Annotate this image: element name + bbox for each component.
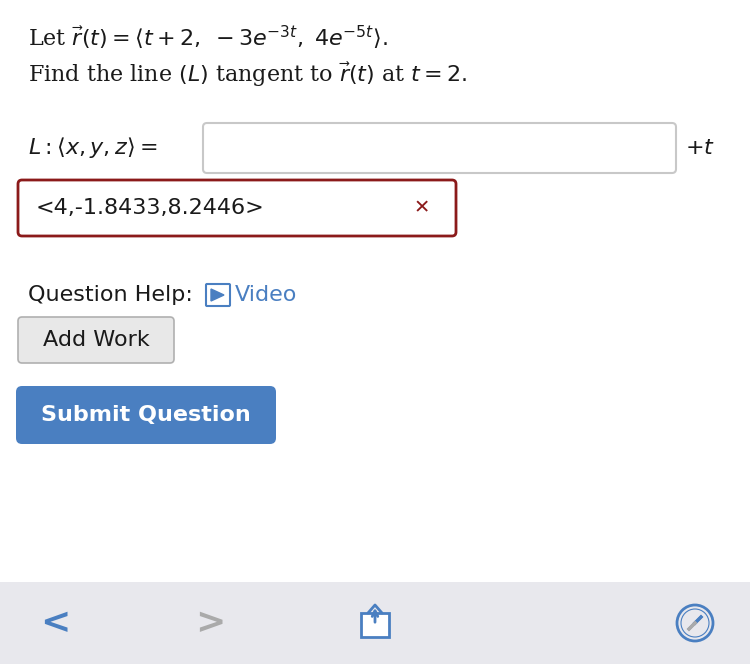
Text: <4,-1.8433,8.2446>: <4,-1.8433,8.2446> bbox=[36, 198, 265, 218]
Text: Submit Question: Submit Question bbox=[41, 405, 251, 425]
FancyBboxPatch shape bbox=[16, 386, 276, 444]
Text: $L:\langle x, y, z\rangle =$: $L:\langle x, y, z\rangle =$ bbox=[28, 135, 158, 161]
Text: Find the line $(L)$ tangent to $\vec{r}(t)$ at $t = 2.$: Find the line $(L)$ tangent to $\vec{r}(… bbox=[28, 61, 467, 89]
FancyBboxPatch shape bbox=[18, 317, 174, 363]
FancyBboxPatch shape bbox=[206, 284, 230, 306]
Text: <: < bbox=[40, 606, 70, 640]
FancyBboxPatch shape bbox=[18, 180, 456, 236]
Text: Video: Video bbox=[235, 285, 297, 305]
Text: Let $\vec{r}(t) = \langle t + 2,\; -3e^{-3t},\; 4e^{-5t}\rangle.$: Let $\vec{r}(t) = \langle t + 2,\; -3e^{… bbox=[28, 24, 388, 52]
Text: Add Work: Add Work bbox=[43, 330, 149, 350]
Text: Question Help:: Question Help: bbox=[28, 285, 193, 305]
FancyBboxPatch shape bbox=[361, 613, 389, 637]
Polygon shape bbox=[211, 289, 224, 301]
Bar bbox=[0, 582, 750, 664]
Text: $+t$: $+t$ bbox=[685, 137, 715, 159]
FancyBboxPatch shape bbox=[203, 123, 676, 173]
Text: >: > bbox=[195, 606, 225, 640]
Text: ✕: ✕ bbox=[414, 199, 430, 218]
